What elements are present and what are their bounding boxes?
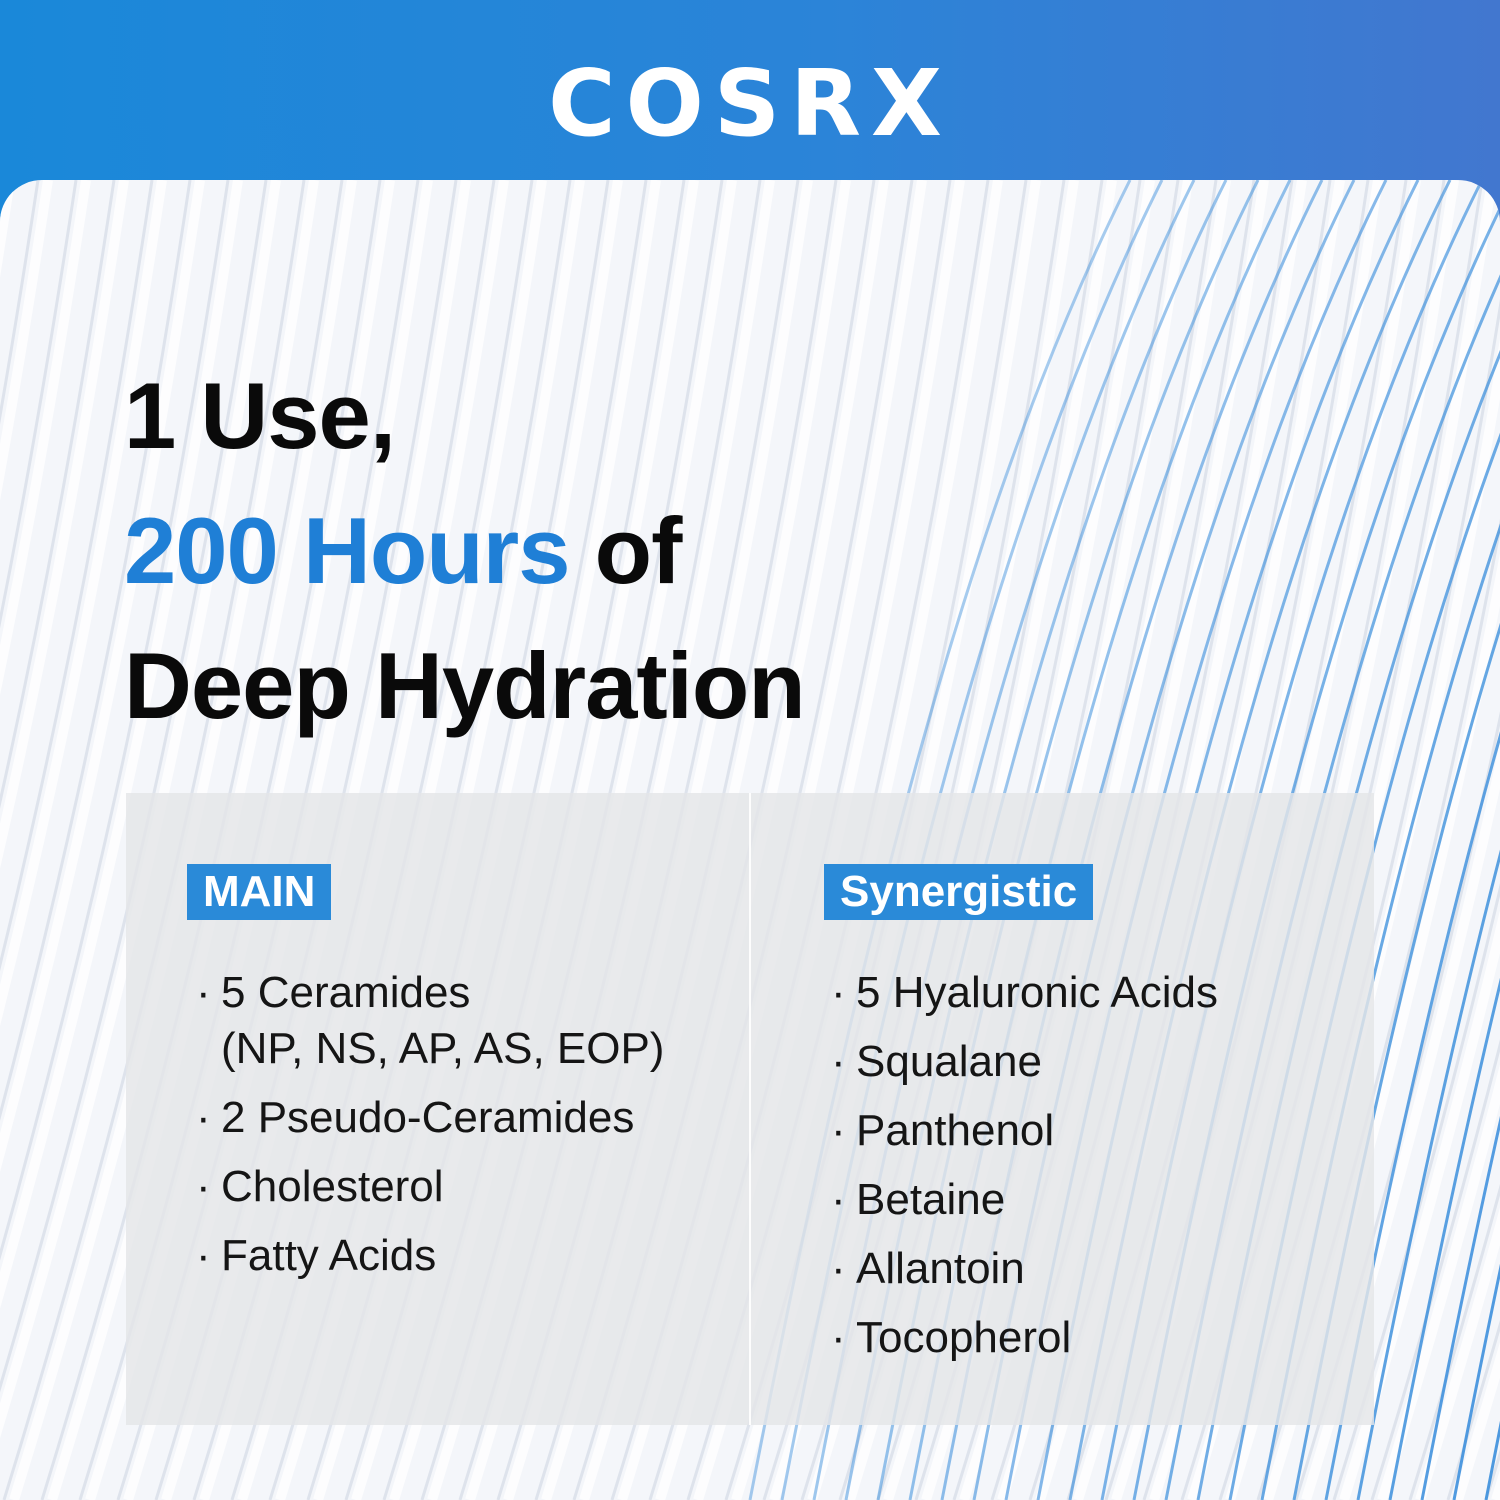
- list-item: 5 Ceramides(NP, NS, AP, AS, EOP): [196, 965, 664, 1077]
- texture-line: [1356, 849, 1500, 1500]
- headline-line-2: 200 Hours of: [124, 483, 805, 618]
- texture-line: [0, 180, 129, 869]
- headline-line-1: 1 Use,: [124, 363, 396, 468]
- texture-line: [1415, 1207, 1500, 1500]
- headline-line-3: Deep Hydration: [124, 633, 806, 738]
- list-item: Cholesterol: [196, 1159, 664, 1215]
- texture-line: [1377, 1064, 1500, 1500]
- texture-line: [1408, 1184, 1500, 1500]
- synergistic-ingredient-list: 5 Hyaluronic Acids Squalane Panthenol Be…: [831, 965, 1218, 1379]
- texture-line: [0, 180, 53, 501]
- texture-line: [0, 180, 230, 1261]
- texture-line: [0, 180, 205, 1173]
- texture-line: [1420, 1115, 1500, 1500]
- list-item: Allantoin: [831, 1241, 1218, 1297]
- list-item: Betaine: [831, 1172, 1218, 1228]
- headline: 1 Use, 200 Hours of Deep Hydration: [124, 348, 806, 753]
- texture-line: [1388, 977, 1500, 1500]
- texture-line: [0, 180, 167, 1027]
- headline-highlight: 200 Hours: [124, 498, 571, 603]
- main-badge: MAIN: [187, 864, 332, 920]
- texture-line: [0, 180, 116, 809]
- list-item: 5 Hyaluronic Acids: [831, 965, 1218, 1021]
- texture-line: [0, 180, 192, 1122]
- list-item: 2 Pseudo-Ceramides: [196, 1090, 664, 1146]
- cosrx-logo: COSRX: [548, 50, 952, 157]
- texture-line: [0, 180, 154, 972]
- texture-line: [0, 180, 78, 629]
- list-item: Fatty Acids: [196, 1228, 664, 1284]
- main-ingredients-column: MAIN 5 Ceramides(NP, NS, AP, AS, EOP) 2 …: [126, 793, 749, 1425]
- main-ingredient-list: 5 Ceramides(NP, NS, AP, AS, EOP) 2 Pseud…: [196, 965, 664, 1297]
- texture-line: [0, 180, 40, 425]
- ingredients-panel: MAIN 5 Ceramides(NP, NS, AP, AS, EOP) 2 …: [126, 793, 1374, 1425]
- synergistic-ingredients-column: Synergistic 5 Hyaluronic Acids Squalane …: [749, 793, 1374, 1425]
- list-item: Tocopherol: [831, 1310, 1218, 1366]
- texture-line: [0, 180, 91, 696]
- synergistic-badge: Synergistic: [824, 864, 1094, 920]
- texture-line: [1324, 731, 1500, 1500]
- texture-line: [1332, 883, 1500, 1500]
- list-item: Panthenol: [831, 1103, 1218, 1159]
- texture-line: [1370, 1039, 1500, 1500]
- headline-line-2-rest: of: [569, 498, 683, 603]
- list-item-detail: (NP, NS, AP, AS, EOP): [221, 1024, 665, 1073]
- texture-line: [0, 180, 243, 1309]
- texture-line: [1339, 910, 1500, 1500]
- list-item: Squalane: [831, 1034, 1218, 1090]
